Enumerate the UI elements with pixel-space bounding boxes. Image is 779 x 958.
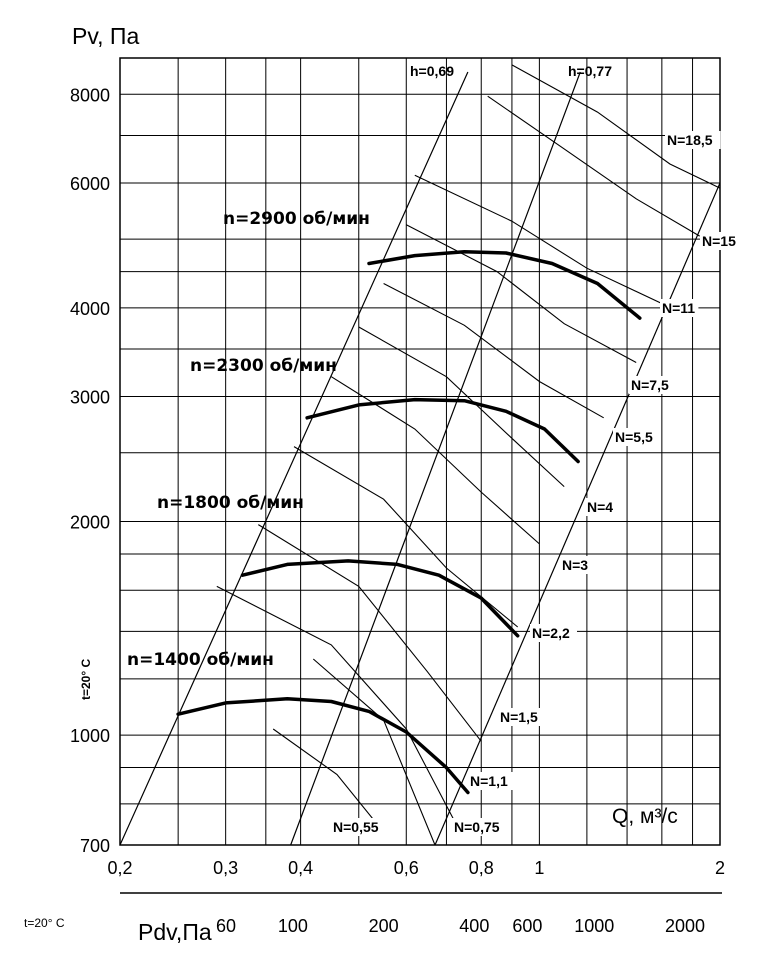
x-tick-labels: 0,2 0,3 0,4 0,6 0,8 1 2 [107, 858, 725, 878]
power-label-8: N=7,5 [631, 377, 669, 393]
series-labels: n=1400 об/мин n=1800 об/мин n=2300 об/мин n… [127, 209, 370, 670]
power-label-3: N=1,5 [500, 709, 538, 725]
power-label-2: N=1,1 [470, 773, 508, 789]
power-arc-0 [272, 728, 385, 833]
temperature-label-y: t=20° C [79, 659, 93, 700]
efficiency-ray-1 [290, 71, 581, 846]
power-arc-10 [487, 95, 700, 237]
efficiency-label-1: h=0,77 [568, 63, 612, 79]
power-label-bg-7 [613, 428, 660, 446]
speed-curve-2 [240, 559, 520, 638]
y-tick-labels: 700 1000 2000 3000 4000 6000 8000 [70, 85, 110, 856]
power-label-bg-2 [468, 772, 515, 790]
speed-curves [176, 249, 642, 795]
power-label-bg-10 [700, 232, 739, 250]
power-label-6: N=4 [587, 499, 613, 515]
x-tick-label-3: 0,6 [394, 858, 419, 878]
power-labels: N=0,55 N=0,75 N=1,1 N=1,5 N=2,2 N=3 N=4 N=5,5 N=… [331, 131, 739, 836]
y-tick-label-1: 1000 [70, 726, 110, 746]
secondary-axis-label: Pdv,Па [138, 919, 212, 945]
power-arc-2 [216, 585, 455, 820]
power-arc-3 [258, 524, 482, 742]
power-label-10: N=15 [702, 233, 736, 249]
efficiency-rays [119, 71, 721, 846]
secondary-tick-label-0: 60 [216, 916, 236, 936]
x-tick-label-4: 0,8 [469, 858, 494, 878]
power-arc-11 [511, 64, 721, 189]
power-label-bg-9 [660, 299, 699, 317]
plot-frame [119, 57, 721, 846]
x-tick-label-5: 1 [534, 858, 544, 878]
speed-curve-label-3: n=2300 об/мин [190, 356, 337, 376]
speed-curve-1 [176, 697, 470, 795]
power-arc-6 [358, 326, 565, 488]
power-label-bg-4 [530, 624, 577, 642]
x-axis-label: Q, м³/с [612, 805, 678, 828]
y-tick-label-3: 3000 [70, 388, 110, 408]
efficiency-labels: h=0,69 h=0,77 [410, 63, 612, 79]
speed-curve-label-2: n=1800 об/мин [157, 493, 304, 513]
x-tick-label-2: 0,4 [288, 858, 313, 878]
y-axis-label: Pv, Па [72, 23, 139, 49]
power-arcs [216, 64, 721, 846]
y-tick-label-6: 8000 [70, 85, 110, 105]
power-label-9: N=11 [662, 300, 695, 316]
y-tick-label-2: 2000 [70, 512, 110, 532]
power-label-4: N=2,2 [532, 625, 570, 641]
secondary-tick-label-3: 400 [459, 916, 489, 936]
power-label-bg-8 [629, 376, 676, 394]
power-arc-1 [312, 658, 436, 846]
secondary-tick-label-5: 1000 [574, 916, 614, 936]
x-tick-label-6: 2 [715, 858, 725, 878]
secondary-tick-label-6: 2000 [665, 916, 705, 936]
power-label-11: N=18,5 [667, 132, 713, 148]
power-label-0: N=0,55 [333, 819, 379, 835]
temperature-label-secondary: t=20° C [24, 916, 65, 930]
power-arc-8 [406, 224, 637, 363]
power-label-bg-0 [331, 818, 387, 836]
power-label-5: N=3 [562, 557, 588, 573]
x-tick-label-0: 0,2 [107, 858, 132, 878]
power-arc-7 [383, 283, 604, 419]
secondary-tick-label-1: 100 [278, 916, 308, 936]
power-label-bg-5 [560, 556, 590, 574]
y-tick-label-5: 6000 [70, 174, 110, 194]
secondary-axis: 60 100 200 400 600 1000 2000 [120, 892, 722, 936]
secondary-tick-label-4: 600 [512, 916, 542, 936]
power-label-bg-11 [665, 131, 721, 149]
efficiency-ray-2 [434, 182, 721, 846]
grid [120, 58, 720, 845]
power-label-7: N=5,5 [615, 429, 653, 445]
efficiency-ray-0 [119, 71, 469, 846]
speed-curve-4 [367, 249, 642, 320]
power-label-1: N=0,75 [454, 819, 500, 835]
x-tick-label-1: 0,3 [213, 858, 238, 878]
efficiency-label-0: h=0,69 [410, 63, 454, 79]
y-tick-label-0: 700 [80, 836, 110, 856]
power-label-bg-3 [498, 708, 545, 726]
speed-curve-3 [305, 397, 580, 464]
power-label-bg-1 [452, 818, 508, 836]
speed-curve-label-1: n=1400 об/мин [127, 650, 274, 670]
power-label-bg-6 [585, 498, 615, 516]
y-tick-label-4: 4000 [70, 299, 110, 319]
speed-curve-label-4: n=2900 об/мин [223, 209, 370, 229]
secondary-tick-label-2: 200 [369, 916, 399, 936]
power-arc-9 [414, 174, 678, 312]
